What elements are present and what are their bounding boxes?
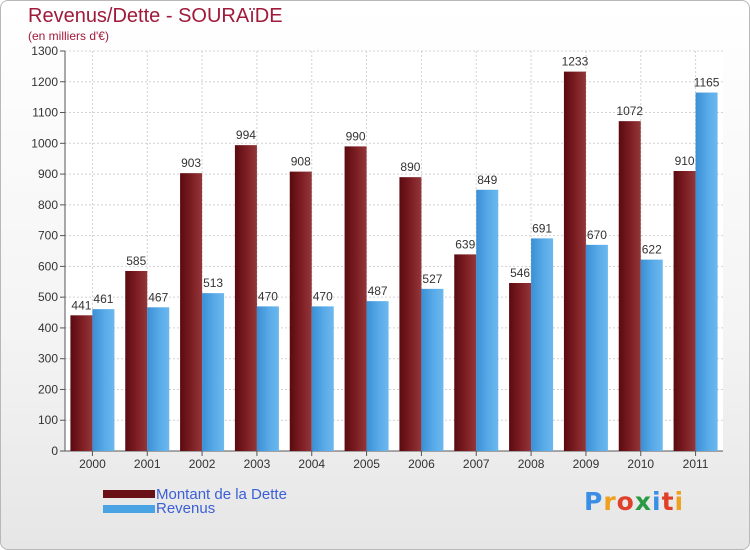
data-label-revenue: 467 [148, 290, 168, 304]
x-tick-label: 2010 [627, 457, 654, 471]
logo-letter: r [603, 487, 617, 516]
x-tick-label: 2011 [683, 457, 709, 471]
x-tick-label: 2009 [573, 457, 600, 471]
bar-revenue [531, 238, 554, 451]
x-tick-label: 2008 [518, 457, 545, 471]
data-label-debt: 639 [455, 237, 475, 251]
y-tick-label: 500 [38, 290, 58, 304]
data-label-debt: 441 [71, 298, 91, 312]
data-label-debt: 1233 [562, 55, 589, 69]
data-label-debt: 890 [400, 160, 420, 174]
bar-debt [673, 171, 696, 451]
logo-letter: i [674, 487, 685, 516]
data-label-debt: 546 [510, 266, 530, 280]
data-label-debt: 903 [181, 156, 201, 170]
y-tick-label: 1200 [31, 75, 58, 89]
bar-debt [234, 145, 257, 451]
bar-revenue [147, 307, 170, 451]
x-tick-label: 2001 [134, 457, 161, 471]
data-label-revenue: 849 [477, 173, 497, 187]
bar-debt [563, 71, 586, 451]
logo-letter: o [616, 487, 635, 516]
y-tick-label: 200 [38, 382, 58, 396]
bar-debt [344, 146, 367, 451]
data-label-debt: 585 [126, 254, 146, 268]
data-label-revenue: 622 [642, 243, 662, 257]
bar-revenue [256, 306, 279, 451]
y-tick-label: 300 [38, 352, 58, 366]
y-tick-label: 0 [51, 444, 58, 458]
bar-debt [289, 171, 312, 451]
bar-revenue [695, 92, 718, 452]
data-label-revenue: 1165 [694, 76, 720, 90]
legend-label-revenue: Revenus [156, 500, 216, 517]
data-label-revenue: 470 [313, 289, 333, 303]
y-tick-label: 400 [38, 321, 58, 335]
bar-revenue [311, 306, 334, 451]
y-tick-label: 800 [38, 198, 58, 212]
bar-revenue [366, 301, 389, 451]
data-label-revenue: 691 [532, 221, 552, 235]
logo-letter: x [634, 487, 652, 516]
bar-debt [618, 121, 641, 452]
y-tick-label: 900 [38, 167, 58, 181]
data-label-revenue: 470 [258, 289, 278, 303]
logo-letter: i [652, 487, 662, 516]
logo-letter: P [584, 487, 604, 516]
bar-revenue [640, 259, 663, 451]
bar-debt [399, 177, 422, 451]
data-label-revenue: 513 [203, 276, 223, 290]
legend-swatch-debt [103, 490, 155, 498]
x-tick-label: 2000 [79, 457, 106, 471]
bar-debt [70, 315, 93, 451]
x-tick-label: 2005 [353, 457, 380, 471]
legend-label-debt: Montant de la Dette [156, 486, 287, 503]
bar-revenue [585, 244, 608, 451]
x-tick-label: 2006 [408, 457, 435, 471]
data-label-debt: 994 [236, 128, 256, 142]
bar-debt [454, 254, 477, 451]
x-tick-label: 2002 [189, 457, 216, 471]
chart-subtitle: (en milliers d'€) [28, 29, 109, 43]
data-label-revenue: 461 [93, 292, 113, 306]
legend-swatch-revenue [103, 505, 155, 513]
y-tick-label: 600 [38, 259, 58, 273]
x-tick-label: 2004 [298, 457, 325, 471]
bar-revenue [476, 189, 499, 451]
bar-revenue [421, 288, 444, 451]
data-label-revenue: 670 [587, 228, 607, 242]
data-label-debt: 1072 [616, 104, 643, 118]
bar-debt [180, 173, 203, 451]
y-tick-label: 1000 [31, 136, 58, 150]
x-tick-label: 2007 [463, 457, 490, 471]
y-tick-label: 700 [38, 229, 58, 243]
data-label-debt: 910 [675, 154, 695, 168]
bar-debt [509, 283, 532, 451]
chart-title: Revenus/Dette - SOURAïDE [28, 5, 283, 27]
data-label-revenue: 487 [368, 284, 388, 298]
logo-letter: t [661, 487, 675, 516]
data-label-debt: 908 [291, 155, 311, 169]
data-label-debt: 990 [346, 129, 366, 143]
y-tick-label: 100 [38, 413, 58, 427]
data-label-revenue: 527 [422, 272, 442, 286]
bar-revenue [202, 293, 225, 451]
proxiti-logo: Proxiti [584, 487, 684, 516]
y-tick-label: 1300 [31, 44, 58, 58]
plot-area [65, 51, 723, 451]
x-tick-label: 2003 [244, 457, 271, 471]
bar-debt [125, 271, 148, 451]
bar-revenue [92, 309, 115, 451]
y-tick-label: 1100 [32, 106, 58, 120]
